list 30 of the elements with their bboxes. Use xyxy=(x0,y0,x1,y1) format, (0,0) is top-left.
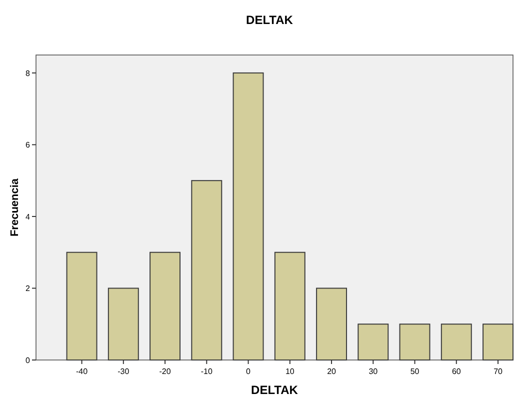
x-tick-label: 70 xyxy=(494,367,504,376)
bar xyxy=(440,324,472,360)
y-tick-label: 8 xyxy=(26,68,31,78)
x-tick-label: -20 xyxy=(159,367,172,376)
bar xyxy=(108,288,139,360)
chart-title: DELTAK xyxy=(246,13,294,27)
x-tick-label: -10 xyxy=(200,367,213,376)
bar xyxy=(482,324,514,360)
y-tick-label: 0 xyxy=(26,356,31,365)
x-tick-label: 10 xyxy=(285,367,295,376)
x-tick-label: 20 xyxy=(327,367,337,376)
bar xyxy=(316,288,348,360)
x-tick-label: -30 xyxy=(118,367,130,376)
bar xyxy=(399,324,430,360)
bar xyxy=(232,72,264,360)
y-tick-label: 4 xyxy=(26,212,31,222)
x-tick-label: 0 xyxy=(246,367,252,376)
x-axis-title: DELTAK xyxy=(251,383,298,397)
x-tick-label: 30 xyxy=(368,367,378,376)
bar xyxy=(191,180,222,360)
y-tick-label: 2 xyxy=(26,284,31,294)
y-axis-title: Frecuencia xyxy=(9,178,21,237)
x-tick-label: 60 xyxy=(452,367,462,376)
bar xyxy=(150,252,181,360)
bar xyxy=(66,252,98,360)
bar xyxy=(274,252,306,360)
y-tick-label: 6 xyxy=(26,140,31,150)
x-tick-label: 50 xyxy=(410,367,420,376)
x-tick-label: -40 xyxy=(76,367,88,376)
bar xyxy=(358,324,389,360)
